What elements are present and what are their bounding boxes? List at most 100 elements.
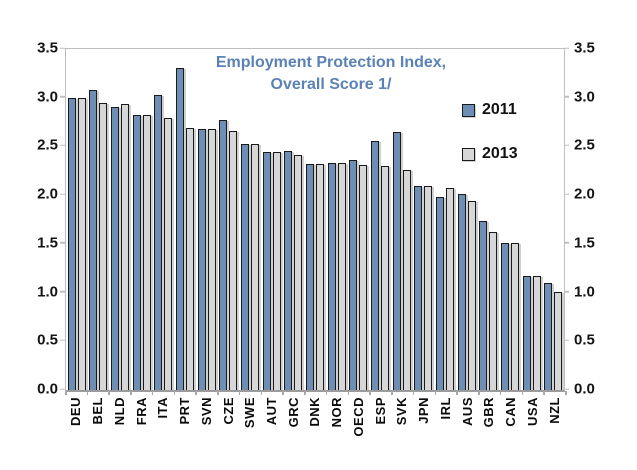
- bar-2013-deu: [77, 97, 86, 390]
- x-tick-label-can: CAN: [503, 397, 519, 427]
- bar-group-PRT: [174, 49, 196, 390]
- x-label-cell: SVN: [195, 397, 217, 467]
- chart-title: Employment Protection Index, Overall Sco…: [181, 52, 481, 96]
- ytick-label: 0.0: [574, 380, 595, 398]
- ytick-label: 3.0: [37, 88, 58, 106]
- y-tick-mark: [564, 290, 569, 293]
- x-tick-label-fra: FRA: [133, 397, 149, 426]
- x-boundary-tick: [565, 391, 567, 395]
- ytick-label: 2.5: [37, 136, 58, 154]
- x-tick-label-prt: PRT: [177, 397, 193, 425]
- y-axis-ticks-right: [564, 47, 569, 390]
- x-label-cell: FRA: [130, 397, 152, 467]
- bar-2011-gbr: [479, 221, 488, 390]
- x-tick-label-svn: SVN: [198, 397, 214, 426]
- x-tick-label-deu: DEU: [68, 397, 84, 426]
- bar-2013-prt: [186, 127, 195, 390]
- bar-2011-fra: [132, 115, 141, 390]
- bar-2013-fra: [142, 115, 151, 390]
- legend-label-2013: 2013: [482, 145, 518, 162]
- legend-item-2011: 2011: [462, 100, 518, 120]
- bar-2011-irl: [435, 197, 444, 390]
- x-tick-label-dnk: DNK: [307, 397, 323, 427]
- x-boundary-tick: [65, 391, 67, 395]
- bar-2011-ita: [154, 94, 163, 390]
- ytick-label: 1.5: [574, 234, 595, 252]
- x-boundary-tick: [173, 391, 176, 395]
- chart-title-line2: Overall Score 1/: [270, 76, 392, 93]
- bar-group-USA: [521, 49, 543, 390]
- bar-2013-esp: [381, 165, 390, 390]
- ytick-label: 1.0: [574, 283, 595, 301]
- x-tick-label-usa: USA: [524, 397, 540, 426]
- bar-2011-grc: [284, 151, 293, 390]
- x-label-cell: AUT: [261, 397, 283, 467]
- bar-2011-nld: [111, 107, 120, 390]
- bar-2013-nzl: [554, 291, 563, 390]
- bar-group-DNK: [304, 49, 326, 390]
- x-boundary-tick: [217, 391, 219, 395]
- y-tick-mark: [60, 290, 65, 293]
- bar-2011-esp: [371, 140, 380, 390]
- x-label-cell: ITA: [152, 397, 174, 467]
- y-tick-mark: [564, 388, 569, 390]
- bar-2011-bel: [89, 89, 98, 390]
- y-tick-mark: [564, 144, 569, 147]
- x-label-cell: NOR: [326, 397, 348, 467]
- ytick-label: 0.5: [574, 331, 595, 349]
- bar-2011-usa: [522, 276, 531, 390]
- x-boundary-tick: [86, 391, 89, 395]
- ytick-label: 3.5: [574, 39, 595, 57]
- bar-group-NZL: [542, 49, 564, 390]
- x-boundary-tick: [543, 391, 545, 395]
- x-boundary-tick: [238, 391, 241, 395]
- bar-2013-jpn: [424, 186, 433, 390]
- x-label-cell: IRL: [434, 397, 456, 467]
- x-tick-label-aut: AUT: [263, 397, 279, 426]
- x-boundary-tick: [521, 391, 524, 395]
- bar-group-SVN: [196, 49, 218, 390]
- bar-2013-svn: [207, 128, 216, 390]
- bar-group-DEU: [66, 49, 88, 390]
- bar-group-FRA: [131, 49, 153, 390]
- bar-group-SVK: [391, 49, 413, 390]
- bar-2011-swe: [241, 144, 250, 390]
- x-boundary-tick: [412, 391, 415, 395]
- y-tick-mark: [60, 242, 65, 244]
- bar-group-OECD: [348, 49, 370, 390]
- x-label-cell: ESP: [369, 397, 391, 467]
- y-axis-labels-right: 0.0 0.5 1.0 1.5 2.0 2.5 3.0 3.5: [574, 41, 614, 397]
- y-tick-mark: [564, 193, 569, 195]
- bar-2011-oecd: [349, 160, 358, 390]
- bar-2013-aut: [272, 152, 281, 390]
- bar-2011-cze: [219, 120, 228, 390]
- bar-group-BEL: [88, 49, 110, 390]
- bar-group-GBR: [477, 49, 499, 390]
- ytick-label: 2.0: [37, 185, 58, 203]
- x-boundary-tick: [369, 391, 371, 395]
- x-boundary-tick: [499, 391, 502, 395]
- bar-group-IRL: [434, 49, 456, 390]
- bar-2013-swe: [251, 144, 260, 390]
- x-tick-label-oecd: OECD: [350, 397, 366, 437]
- x-tick-label-ita: ITA: [155, 397, 171, 419]
- x-boundary-tick: [456, 391, 458, 395]
- x-label-cell: AUS: [456, 397, 478, 467]
- bar-2013-aus: [467, 201, 476, 390]
- y-axis-labels-left: 0.0 0.5 1.0 1.5 2.0 2.5 3.0 3.5: [18, 41, 58, 397]
- ytick-label: 3.5: [37, 39, 58, 57]
- bar-group-CAN: [499, 49, 521, 390]
- x-tick-label-gbr: GBR: [481, 397, 497, 428]
- x-axis-boundary-ticks: [65, 391, 567, 396]
- bar-group-SWE: [239, 49, 261, 390]
- bar-2013-oecd: [359, 164, 368, 390]
- x-tick-label-svk: SVK: [394, 397, 410, 426]
- x-boundary-tick: [108, 391, 110, 395]
- y-tick-mark: [60, 47, 65, 49]
- ytick-label: 2.5: [574, 136, 595, 154]
- x-tick-label-nzl: NZL: [546, 397, 562, 424]
- bar-2011-svk: [392, 131, 401, 390]
- y-tick-mark: [60, 339, 65, 342]
- legend-swatch-2013: [462, 147, 475, 161]
- bar-2013-svk: [402, 169, 411, 390]
